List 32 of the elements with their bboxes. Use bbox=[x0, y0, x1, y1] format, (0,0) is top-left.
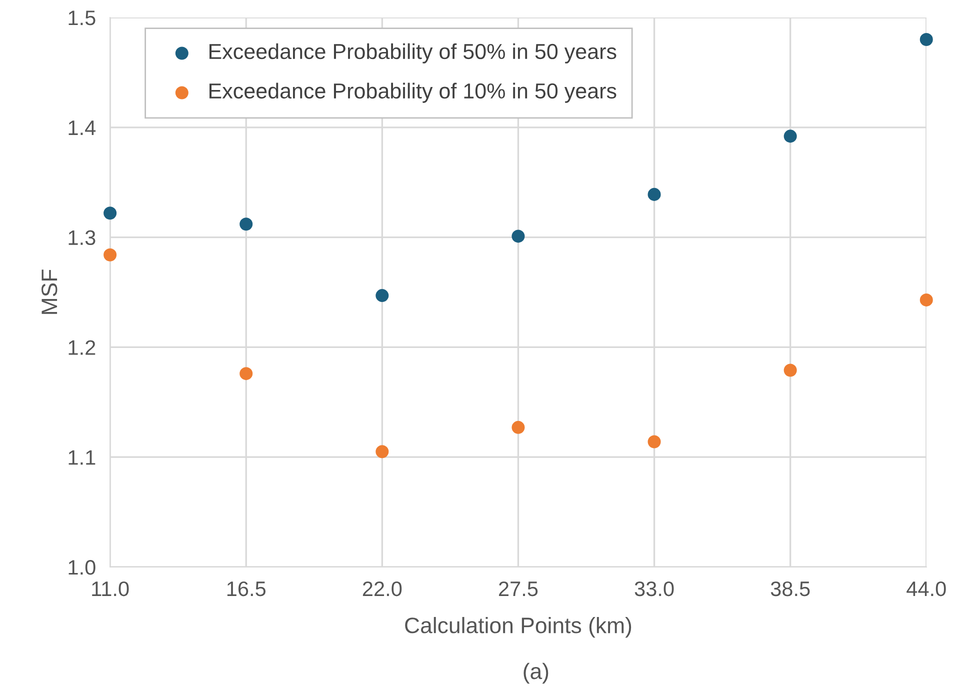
y-tick-label: 1.2 bbox=[68, 340, 96, 355]
x-tick-label: 16.5 bbox=[227, 581, 266, 596]
point bbox=[648, 435, 661, 448]
legend-label: Exceedance Probability of 10% in 50 years bbox=[210, 82, 616, 103]
point bbox=[104, 206, 117, 220]
point bbox=[920, 32, 933, 46]
point bbox=[512, 230, 525, 243]
x-tick-label: 11.0 bbox=[92, 581, 129, 596]
point bbox=[648, 188, 661, 201]
point bbox=[512, 420, 525, 434]
y-tick-label: 1.3 bbox=[68, 230, 96, 246]
x-tick-label: 22.0 bbox=[362, 581, 402, 596]
x-axis-title: Calculation Points (km) bbox=[405, 616, 632, 638]
point bbox=[920, 293, 933, 306]
text: (a) bbox=[524, 662, 548, 684]
point bbox=[240, 218, 253, 231]
y-tick-label: 1.5 bbox=[68, 10, 96, 26]
point bbox=[784, 364, 797, 377]
y-axis-title: MSF bbox=[42, 270, 58, 314]
x-tick-label: 44.0 bbox=[906, 581, 946, 596]
x-tick-label: 33.0 bbox=[634, 581, 674, 596]
point bbox=[104, 248, 117, 262]
y-tick-label: 1.0 bbox=[68, 560, 96, 575]
y-tick-label: 1.1 bbox=[68, 450, 96, 465]
legend-label: Exceedance Probability of 50% in 50 years bbox=[210, 43, 616, 64]
x-tick-label: 38.5 bbox=[770, 581, 810, 596]
point bbox=[784, 130, 797, 143]
point bbox=[376, 289, 389, 302]
point bbox=[240, 367, 253, 380]
point bbox=[376, 445, 389, 458]
y-tick-label: 1.4 bbox=[68, 120, 96, 135]
x-tick-label: 27.5 bbox=[498, 581, 538, 596]
